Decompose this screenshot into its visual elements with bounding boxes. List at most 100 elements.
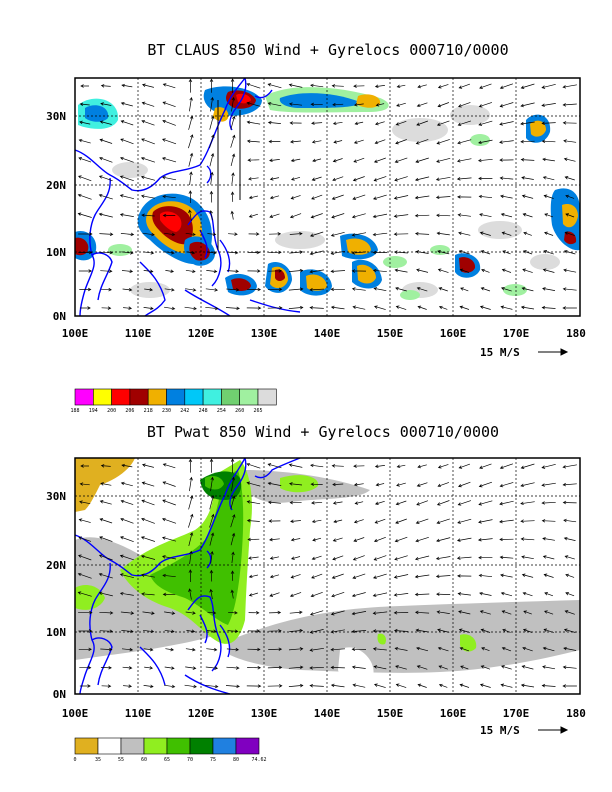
wind-arrow [185,666,197,670]
wind-arrow [522,213,533,218]
wind-arrow [351,251,367,255]
wind-arrow [565,573,575,578]
wind-arrow [141,463,154,468]
wind-arrow [437,268,449,273]
p2-xtick-180: 180 [566,707,586,720]
wind-arrow [372,611,388,615]
wind-arrow [373,683,386,688]
wind-arrow [563,518,577,523]
wind-arrow [185,611,196,615]
wind-arrow [393,593,409,597]
wind-arrow [289,628,304,633]
wind-arrow [523,231,532,236]
wind-arrow [520,683,535,688]
wind-arrow [205,306,219,311]
wind-arrow [79,665,92,670]
wind-arrow [330,231,345,237]
wind-arrow [416,665,428,670]
wind-arrow [542,268,555,273]
wind-arrow [121,83,133,88]
wind-arrow [119,175,134,182]
wind-arrow [269,232,282,236]
wind-arrow [288,647,304,651]
wind-arrow [374,500,385,505]
colorbar-label: 55 [118,757,124,763]
colorbar-swatch [147,388,167,406]
wind-arrow [416,500,429,506]
wind-arrow [416,268,429,273]
wind-arrow [500,683,513,688]
wind-arrow [269,610,282,615]
wind-arrow [563,646,577,651]
wind-arrow [477,158,493,163]
wind-arrow [311,555,322,561]
p2-xtick-150e: 150E [377,707,404,720]
wind-arrow [101,306,112,310]
wind-arrow [458,102,471,108]
wind-arrow [417,84,427,89]
colorbar-swatch [202,388,222,406]
wind-arrow [544,610,554,615]
wind-arrow [288,287,304,291]
wind-arrow [248,232,260,236]
panel1-colorbar: 188 194 200 206 218 230 242 248 254 260 265 [70,388,277,414]
p1-xtick-160e: 160E [440,327,467,340]
wind-arrow [99,500,112,505]
wind-arrow [437,84,449,89]
wind-arrow [520,482,535,488]
wind-arrow [121,251,134,255]
wind-arrow [209,152,215,167]
wind-arrow [164,288,175,292]
wind-arrow [563,536,576,541]
wind-arrow [162,481,176,487]
wind-arrow [458,83,471,89]
colorbar-swatch [143,737,168,755]
wind-arrow [268,519,281,523]
wind-arrow [436,500,450,506]
panel1-gridlines [75,78,580,316]
wind-arrow [520,139,535,144]
wind-arrow [310,102,323,107]
wind-arrow [330,629,345,634]
wind-arrow [80,84,89,88]
wind-arrow [437,250,450,255]
p1-ytick-10n: 10N [46,246,66,259]
wind-arrow [209,134,215,149]
wind-arrow [373,305,386,310]
wind-arrow [98,591,113,597]
colorbar-label: 230 [162,408,171,414]
wind-arrow [189,550,193,565]
colorbar-swatch [189,737,214,755]
wind-arrow [230,191,235,202]
wind-arrow [288,463,303,468]
wind-arrow [499,555,514,560]
colorbar-label: 265 [253,408,262,414]
wind-arrow [372,194,387,200]
wind-arrow [142,251,155,255]
wind-arrow [188,190,193,204]
wind-arrow [565,592,575,597]
p2-xtick-110e: 110E [125,707,152,720]
wind-arrow [353,84,365,88]
wind-arrow [141,517,155,524]
wind-arrow [206,251,217,255]
wind-arrow [354,121,364,126]
wind-arrow [478,102,493,108]
p1-xtick-170e: 170E [503,327,530,340]
colorbar-swatch [166,388,186,406]
panel1-map [74,77,581,317]
wind-arrow [209,588,213,600]
wind-arrow [247,287,262,292]
wind-arrow [543,250,554,255]
wind-arrow [80,464,89,468]
wind-arrow [395,500,407,506]
wind-arrow [248,213,259,218]
wind-arrow [457,195,472,199]
wind-arrow [394,268,408,273]
wind-arrow [289,231,303,236]
wind-arrow [230,495,236,510]
wind-arrow [141,592,155,596]
p1-xtick-100e: 100E [62,327,89,340]
wind-arrow [268,629,282,633]
wind-arrow [140,175,156,181]
